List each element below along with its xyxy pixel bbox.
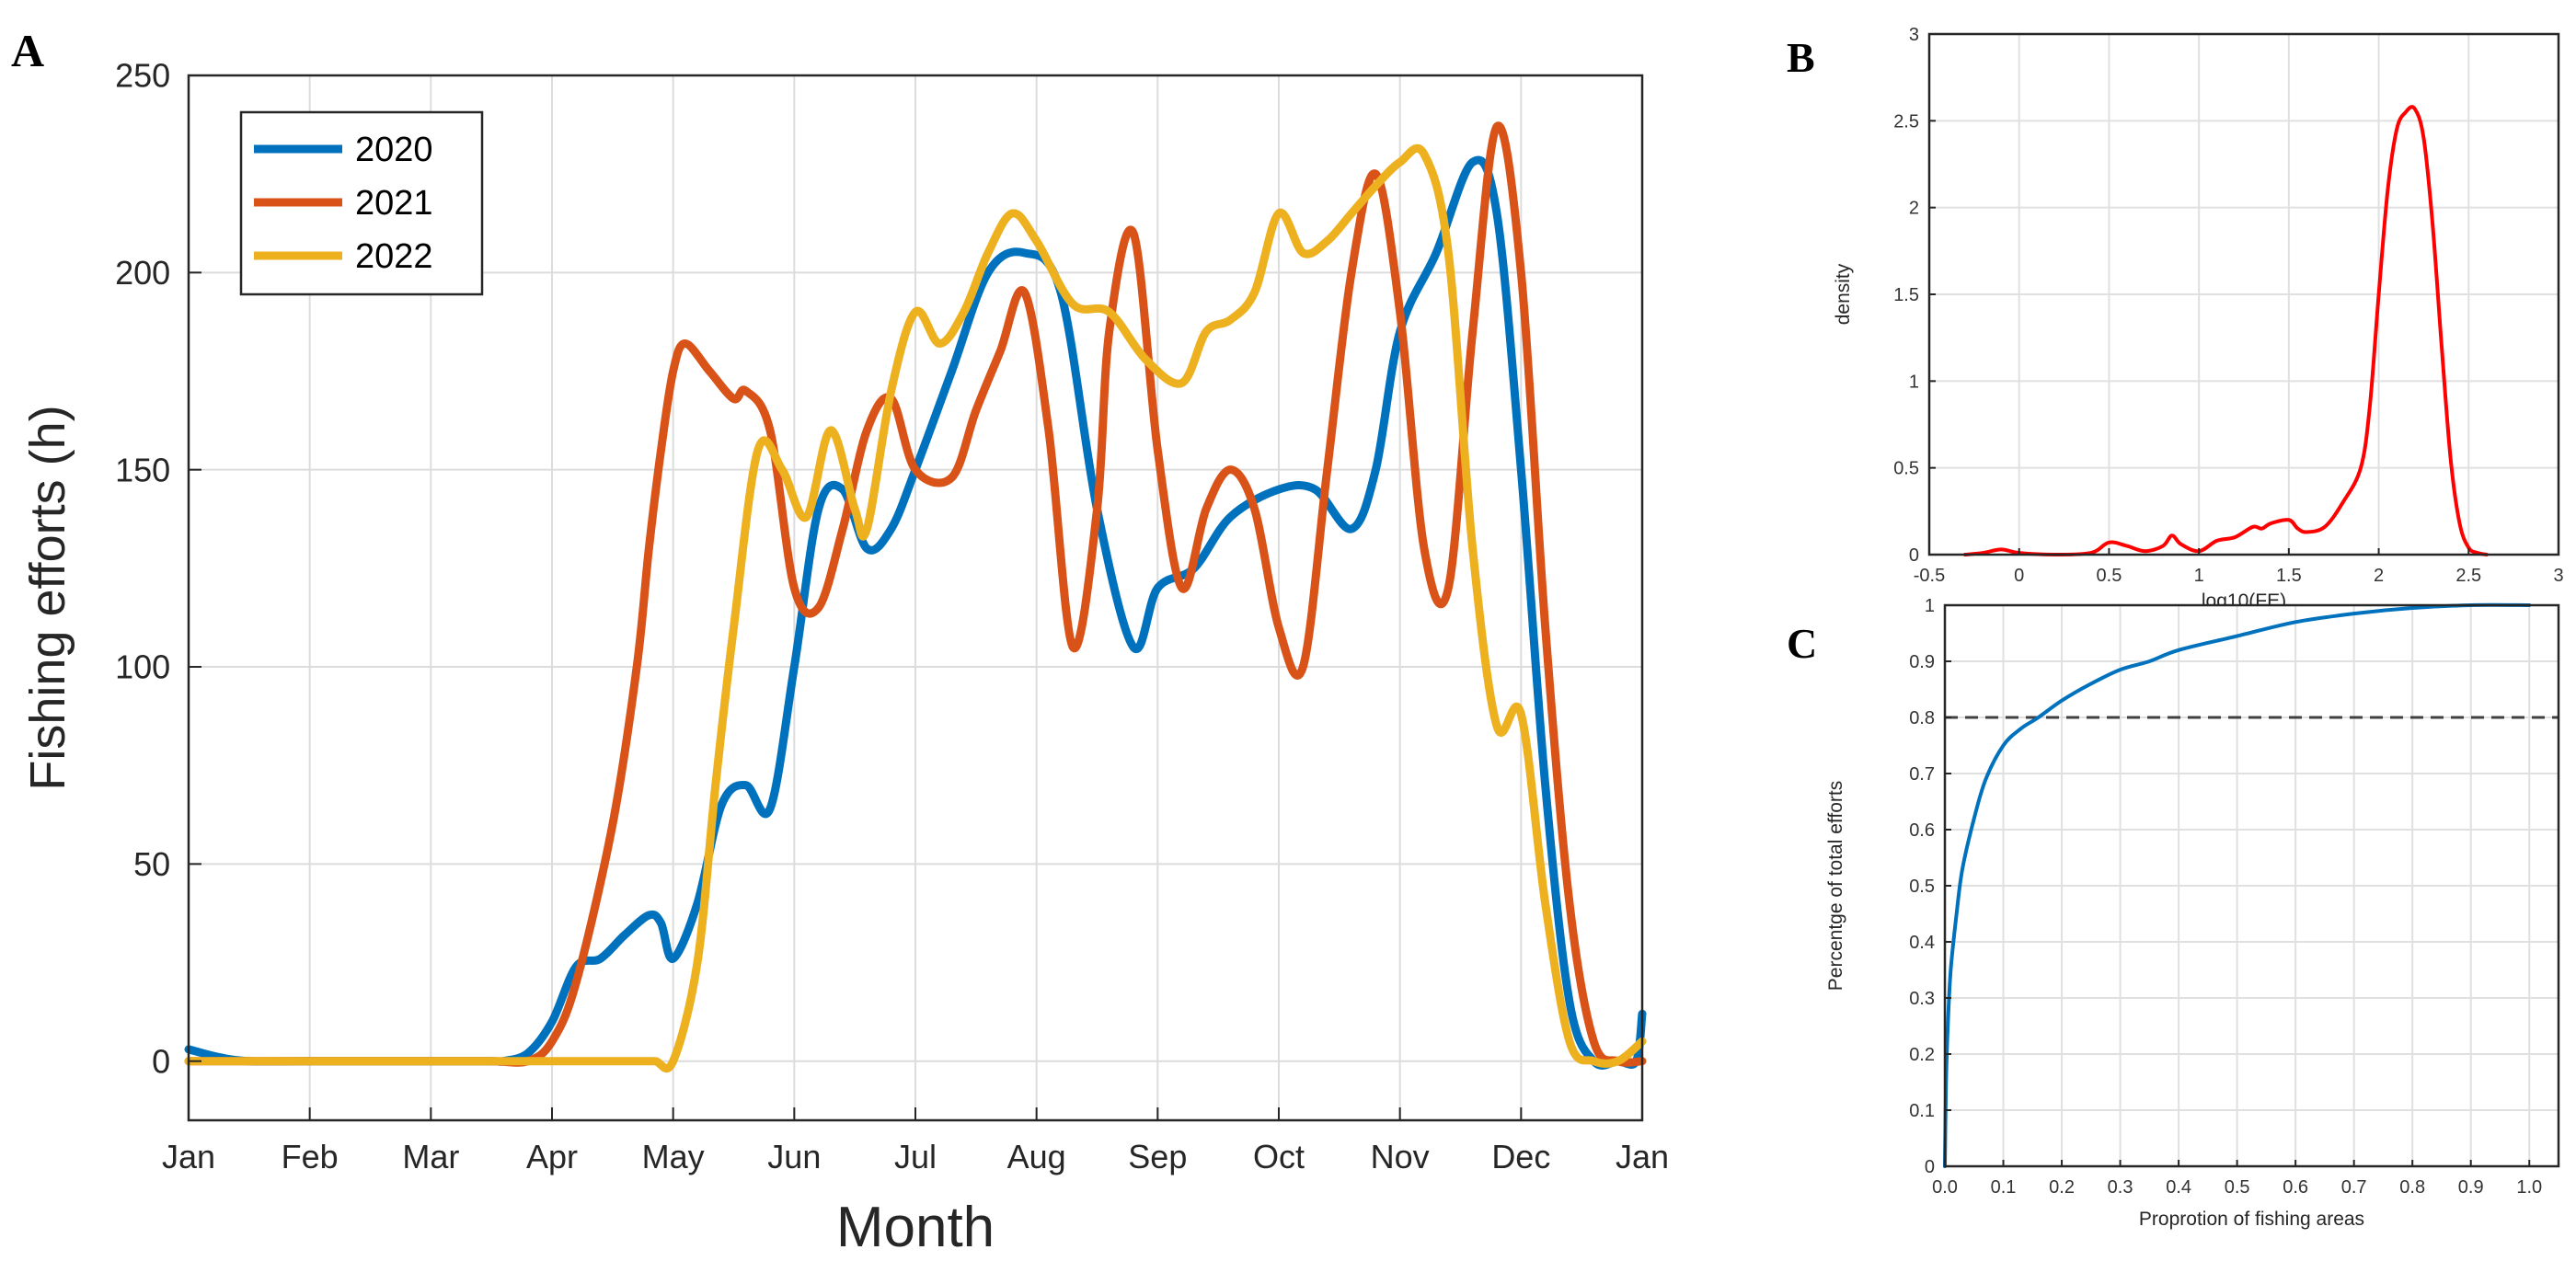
x-tick-label: 2 [2374, 566, 2384, 586]
x-tick-label: 0.5 [2225, 1177, 2250, 1198]
x-tick-label: 0.3 [2108, 1177, 2133, 1198]
series-line-cumulative [1943, 602, 2532, 1168]
chart-panel-b: -0.5 0 0.5 1 1.5 2 2.5 300.511.522.53log10(FE)d… [1787, 25, 2564, 612]
y-axis-label: density [1833, 263, 1854, 325]
y-tick-label: 1.5 [1893, 285, 1919, 305]
y-tick-label: 50 [133, 845, 170, 883]
x-tick-label: 1.5 [2276, 566, 2302, 586]
x-tick-label: 0.8 [2399, 1177, 2425, 1198]
x-tick-label: Mar [402, 1138, 459, 1175]
y-tick-label: 250 [115, 57, 170, 95]
legend-label-2021: 2021 [355, 184, 433, 223]
x-tick-label: Jul [894, 1138, 937, 1175]
y-tick-label: 1 [1909, 372, 1919, 392]
chart-panel-a: Jan Feb Mar Apr May Jun Jul Aug Sep Oct Nov Dec Jan 0… [11, 25, 1669, 1259]
x-tick-label: -0.5 [1914, 566, 1945, 586]
x-tick-label: Sep [1128, 1138, 1187, 1175]
x-tick-label: May [642, 1138, 705, 1175]
series-line-density [1963, 105, 2489, 557]
x-tick-label: Jun [767, 1138, 821, 1175]
x-axis-label: Month [836, 1196, 995, 1259]
x-tick-label: 0.9 [2458, 1177, 2484, 1198]
y-tick-label: 0.2 [1909, 1045, 1935, 1065]
x-tick-label: 1 [2194, 566, 2204, 586]
y-tick-label: 2.5 [1893, 111, 1919, 132]
x-tick-label: Apr [526, 1138, 578, 1175]
x-tick-label: Nov [1371, 1138, 1430, 1175]
legend-label-2020: 2020 [355, 131, 433, 169]
x-tick-label: 0.2 [2049, 1177, 2075, 1198]
x-tick-label: Oct [1253, 1138, 1305, 1175]
y-tick-label: 1 [1925, 596, 1935, 616]
panel-letter-c: C [1787, 620, 1817, 667]
x-tick-label: 0.1 [1991, 1177, 2017, 1198]
x-tick-label: 0.4 [2166, 1177, 2191, 1198]
x-tick-label: Jan [162, 1138, 215, 1175]
y-tick-label: 0 [152, 1042, 170, 1080]
y-tick-label: 0.5 [1893, 459, 1919, 479]
y-axis-label: Percentge of total efforts [1825, 781, 1846, 991]
y-tick-label: 200 [115, 254, 170, 292]
series-line-2022 [184, 143, 1647, 1073]
y-tick-label: 0.4 [1909, 933, 1935, 953]
y-tick-label: 2 [1909, 199, 1919, 219]
y-tick-label: 0.9 [1909, 652, 1935, 672]
x-tick-label: 0.6 [2283, 1177, 2308, 1198]
x-tick-label: Aug [1007, 1138, 1066, 1175]
x-tick-label: 0.0 [1932, 1177, 1958, 1198]
panel-letter-b: B [1787, 34, 1815, 81]
panel-letter-a: A [11, 25, 44, 76]
y-tick-label: 0.5 [1909, 877, 1935, 897]
x-tick-label: 1.0 [2516, 1177, 2542, 1198]
y-tick-label: 0.7 [1909, 764, 1935, 785]
x-tick-label: 0.5 [2097, 566, 2122, 586]
y-tick-label: 3 [1909, 25, 1919, 45]
x-tick-label: Feb [282, 1138, 339, 1175]
legend-label-2022: 2022 [355, 237, 433, 276]
series-line-2020 [184, 155, 1647, 1070]
y-tick-label: 150 [115, 451, 170, 488]
y-tick-label: 0.8 [1909, 708, 1935, 728]
legend: 2020 2021 2022 [239, 110, 484, 296]
x-tick-label: Dec [1491, 1138, 1550, 1175]
x-tick-label: Jan [1616, 1138, 1669, 1175]
x-tick-label: 3 [2553, 566, 2563, 586]
y-tick-label: 0.3 [1909, 989, 1935, 1009]
y-tick-label: 0 [1925, 1157, 1935, 1177]
chart-panel-c: 0.0 0.1 0.2 0.3 0.4 0.5 0.6 0.7 0.8 0.9 1.0 0 0.1 0.2… [1787, 596, 2560, 1230]
x-axis-label: Proprotion of fishing areas [2139, 1209, 2364, 1230]
y-tick-label: 0 [1909, 545, 1919, 566]
x-tick-label: 2.5 [2455, 566, 2481, 586]
x-tick-label: 0.7 [2341, 1177, 2367, 1198]
y-axis-label: Fishing efforts (h) [20, 405, 75, 790]
y-tick-label: 0.6 [1909, 820, 1935, 841]
y-tick-label: 0.1 [1909, 1101, 1935, 1121]
y-tick-label: 100 [115, 648, 170, 686]
x-tick-label: 0 [2014, 566, 2024, 586]
